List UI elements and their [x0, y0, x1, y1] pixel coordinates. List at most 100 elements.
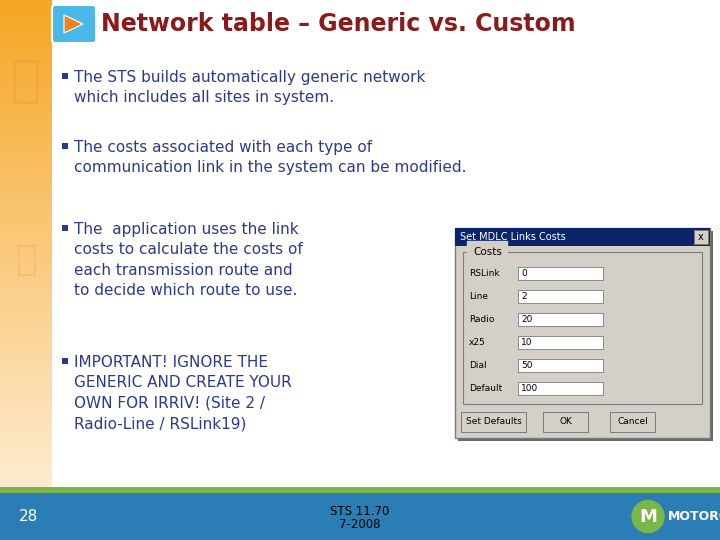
Bar	[0, 160, 52, 161]
Bar	[0, 466, 52, 467]
Bar	[0, 407, 52, 408]
Bar	[0, 429, 52, 430]
Bar	[0, 297, 52, 298]
Bar	[0, 195, 52, 196]
Bar	[0, 286, 52, 287]
Bar	[0, 356, 52, 357]
Bar	[0, 240, 52, 241]
Bar	[0, 236, 52, 237]
Bar	[0, 180, 52, 181]
Bar	[0, 311, 52, 312]
Text: OK: OK	[559, 417, 572, 427]
Bar	[0, 85, 52, 86]
Bar	[0, 100, 52, 101]
Bar	[0, 310, 52, 311]
Bar	[0, 89, 52, 90]
Bar	[0, 370, 52, 371]
Bar	[0, 11, 52, 12]
Bar	[0, 45, 52, 46]
Bar	[0, 23, 52, 24]
Bar	[0, 224, 52, 225]
Bar	[0, 444, 52, 445]
Bar	[0, 299, 52, 300]
Bar	[0, 364, 52, 365]
Bar	[0, 132, 52, 133]
Bar	[0, 95, 52, 96]
Bar	[0, 10, 52, 11]
Bar	[0, 362, 52, 363]
Bar	[0, 385, 52, 386]
Bar	[0, 29, 52, 30]
Bar	[0, 276, 52, 277]
Bar	[0, 54, 52, 55]
Bar	[0, 142, 52, 143]
Bar	[0, 464, 52, 465]
Bar	[0, 229, 52, 230]
Bar	[0, 136, 52, 137]
Text: The  application uses the link
costs to calculate the costs of
each transmission: The application uses the link costs to c…	[74, 222, 302, 298]
Text: x25: x25	[469, 338, 486, 347]
Bar	[0, 291, 52, 292]
Bar	[0, 71, 52, 72]
Bar	[0, 430, 52, 431]
Bar	[0, 409, 52, 410]
Bar	[0, 105, 52, 106]
Bar	[0, 432, 52, 433]
Text: STS 11.70: STS 11.70	[330, 505, 390, 518]
Bar	[0, 87, 52, 88]
Bar	[0, 328, 52, 329]
Bar	[0, 314, 52, 315]
Bar	[0, 457, 52, 458]
Bar	[0, 223, 52, 224]
Bar	[0, 319, 52, 320]
Bar	[0, 484, 52, 485]
Bar	[0, 152, 52, 153]
Bar	[0, 52, 52, 53]
Bar	[0, 318, 52, 319]
Bar	[0, 21, 52, 22]
Bar	[0, 278, 52, 279]
Bar	[0, 221, 52, 222]
Bar	[0, 118, 52, 119]
Bar	[0, 408, 52, 409]
Bar	[0, 173, 52, 174]
Bar	[610, 412, 655, 432]
Bar	[0, 406, 52, 407]
Bar	[0, 375, 52, 376]
Bar	[0, 74, 52, 75]
Bar	[0, 165, 52, 166]
Bar	[0, 289, 52, 290]
Bar	[0, 73, 52, 74]
Bar	[0, 246, 52, 247]
Bar	[0, 410, 52, 411]
Bar	[0, 128, 52, 129]
Bar	[0, 426, 52, 427]
Bar	[0, 84, 52, 85]
Bar	[0, 272, 52, 273]
Text: Set MDLC Links Costs: Set MDLC Links Costs	[460, 232, 566, 242]
Bar	[0, 106, 52, 107]
Bar	[0, 368, 52, 369]
Bar	[0, 179, 52, 180]
Bar	[0, 317, 52, 318]
Bar	[0, 50, 52, 51]
Bar	[0, 65, 52, 66]
Bar	[0, 70, 52, 71]
Bar	[0, 254, 52, 255]
Bar	[0, 57, 52, 58]
Bar	[0, 75, 52, 76]
Bar	[0, 22, 52, 23]
Bar	[0, 262, 52, 263]
Bar	[0, 111, 52, 112]
Bar	[0, 68, 52, 69]
Text: x: x	[698, 232, 704, 242]
Bar	[0, 28, 52, 29]
Bar	[0, 245, 52, 246]
Bar	[0, 258, 52, 259]
Bar	[0, 94, 52, 95]
Bar	[0, 78, 52, 79]
Bar	[0, 187, 52, 188]
Bar	[0, 102, 52, 103]
Bar	[0, 449, 52, 450]
Polygon shape	[64, 15, 83, 33]
